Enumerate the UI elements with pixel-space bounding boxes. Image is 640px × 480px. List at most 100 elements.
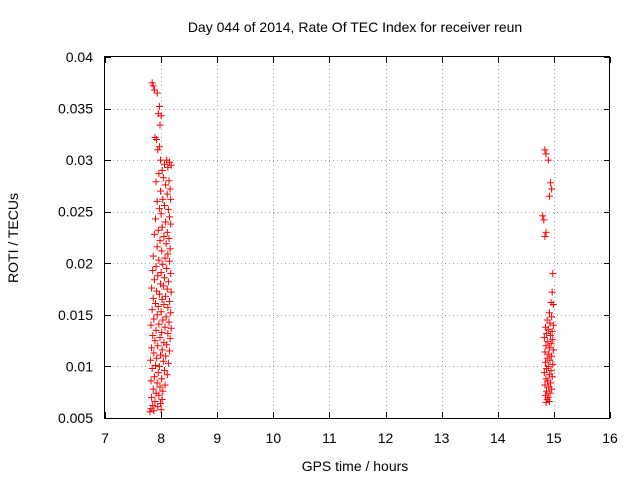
data-point (160, 232, 168, 240)
data-point (164, 329, 172, 337)
data-point (159, 387, 167, 395)
data-point (549, 346, 557, 354)
data-point (162, 240, 170, 248)
x-tick-label: 14 (490, 430, 506, 446)
data-point (147, 321, 155, 329)
data-point (156, 383, 164, 391)
data-point (166, 335, 174, 343)
data-point (157, 351, 165, 359)
data-point (161, 381, 169, 389)
data-point (544, 325, 552, 333)
data-point (150, 315, 158, 323)
data-point (160, 367, 168, 375)
data-point (150, 407, 158, 415)
data-point (159, 195, 167, 203)
data-point (151, 397, 159, 405)
data-point (548, 327, 556, 335)
data-point (547, 340, 555, 348)
data-point (540, 369, 548, 377)
y-tick-label: 0.03 (66, 152, 93, 168)
data-point (166, 257, 174, 265)
data-point (542, 399, 550, 407)
data-point (155, 391, 163, 399)
x-tick-label: 12 (378, 430, 394, 446)
data-point (549, 321, 557, 329)
x-tick-label: 10 (266, 430, 282, 446)
data-point (155, 170, 163, 178)
data-point (155, 103, 163, 111)
data-point (167, 288, 175, 296)
data-point (547, 331, 555, 339)
data-point (157, 269, 165, 277)
data-point (154, 226, 162, 234)
data-point (162, 352, 170, 360)
data-point (167, 195, 175, 203)
data-point (148, 364, 156, 372)
data-point (164, 250, 172, 258)
data-point (549, 360, 557, 368)
data-point (150, 373, 158, 381)
y-tick-label: 0.04 (66, 49, 93, 65)
data-point (165, 318, 173, 326)
data-point (155, 362, 163, 370)
data-point (163, 190, 171, 198)
data-point (546, 389, 554, 397)
data-point (151, 337, 159, 345)
data-point (154, 303, 162, 311)
chart-title: Day 044 of 2014, Rate Of TEC Index for r… (188, 19, 522, 35)
data-point (548, 352, 556, 360)
data-point (149, 82, 157, 90)
data-point (149, 385, 157, 393)
data-point (151, 133, 159, 141)
data-point (146, 408, 154, 416)
data-point (159, 316, 167, 324)
x-tick-label: 11 (322, 430, 337, 446)
data-point (157, 187, 165, 195)
data-point (153, 243, 161, 251)
data-point (539, 212, 547, 220)
data-point (146, 356, 154, 364)
data-point (152, 215, 159, 223)
data-point (160, 160, 168, 168)
data-point (164, 278, 172, 286)
data-point (541, 381, 549, 389)
data-point (549, 301, 557, 309)
data-point (167, 324, 175, 332)
data-point (154, 403, 162, 411)
data-point (165, 177, 173, 185)
data-point (548, 313, 556, 321)
data-point (155, 256, 163, 264)
plot-frame (104, 56, 610, 419)
data-point (548, 288, 556, 296)
data-point (150, 230, 158, 238)
data-point (162, 313, 170, 321)
data-point (153, 311, 161, 319)
y-tick-label: 0.02 (66, 255, 93, 271)
data-point (152, 178, 160, 186)
data-point (163, 228, 171, 236)
data-point (163, 285, 171, 293)
x-tick-label: 13 (434, 430, 450, 446)
data-point (152, 326, 160, 334)
data-point (541, 146, 549, 154)
data-point (148, 284, 156, 292)
y-tick-label: 0.005 (58, 410, 93, 426)
data-point (161, 254, 169, 262)
data-points (146, 79, 557, 416)
grid-lines (105, 57, 610, 418)
data-point (158, 295, 166, 303)
data-point (150, 349, 158, 357)
data-point (154, 342, 162, 350)
data-point (166, 158, 174, 166)
data-point (159, 174, 167, 182)
y-tick-label: 0.015 (58, 307, 93, 323)
data-point (155, 290, 163, 298)
data-point (163, 341, 171, 349)
data-point (152, 262, 160, 270)
data-point (154, 369, 162, 377)
data-point (162, 218, 170, 226)
data-point (167, 161, 175, 169)
data-point (164, 359, 172, 367)
data-point (166, 347, 174, 355)
